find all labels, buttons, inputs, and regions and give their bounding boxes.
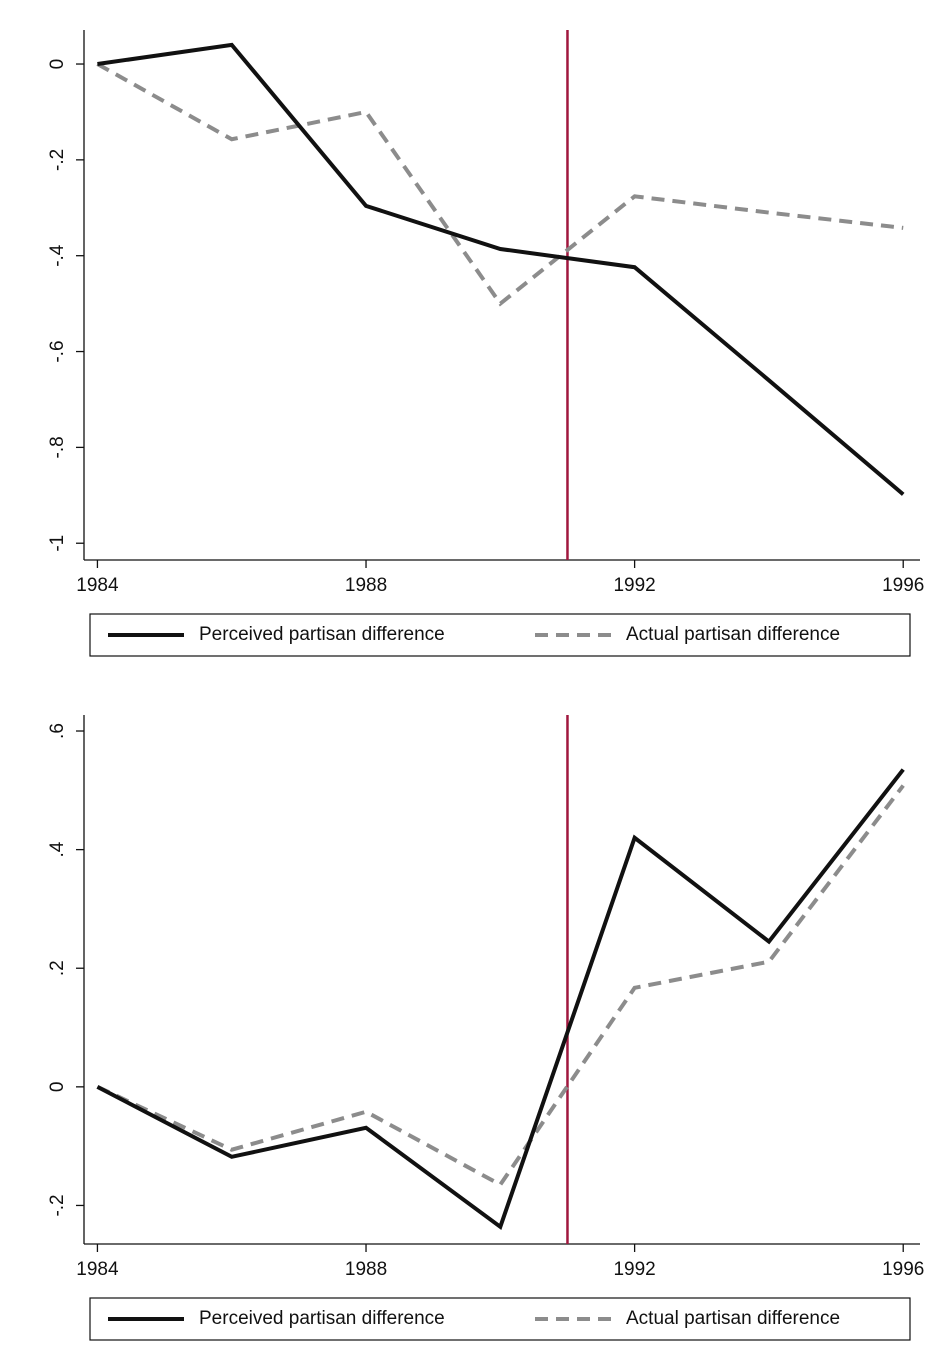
y-tick-label: -.6 bbox=[47, 340, 68, 362]
x-tick-label: 1988 bbox=[345, 575, 387, 596]
x-tick-label: 1992 bbox=[613, 1259, 655, 1280]
y-tick-label: .4 bbox=[47, 841, 68, 857]
y-tick-label: -1 bbox=[47, 535, 68, 552]
legend-label: Perceived partisan difference bbox=[199, 624, 445, 645]
series-line bbox=[96, 62, 904, 307]
x-tick-label: 1996 bbox=[882, 1259, 924, 1280]
series-line bbox=[96, 784, 905, 1188]
x-tick-label: 1996 bbox=[882, 575, 924, 596]
y-tick-label: .6 bbox=[47, 723, 68, 739]
chart-panel: -.2 0 .2 .4 .6 1984 1988 1992 1996 Perceived part… bbox=[47, 715, 924, 1341]
legend-box bbox=[89, 1297, 911, 1341]
legend-box bbox=[89, 613, 911, 657]
y-tick-label: 0 bbox=[47, 59, 68, 70]
x-tick-label: 1984 bbox=[76, 575, 119, 596]
x-tick-label: 1988 bbox=[345, 1259, 387, 1280]
legend-label: Perceived partisan difference bbox=[199, 1308, 445, 1329]
series-line bbox=[96, 768, 905, 1231]
y-tick-label: 0 bbox=[47, 1082, 68, 1093]
x-tick-label: 1984 bbox=[76, 1259, 119, 1280]
y-tick-label: -.4 bbox=[47, 244, 68, 267]
x-tick-label: 1992 bbox=[613, 575, 655, 596]
legend-label: Actual partisan difference bbox=[626, 624, 840, 645]
y-tick-label: -.2 bbox=[47, 149, 68, 171]
y-tick-label: .2 bbox=[47, 960, 68, 976]
legend-label: Actual partisan difference bbox=[626, 1308, 840, 1329]
y-tick-label: -.2 bbox=[47, 1194, 68, 1216]
chart-panel: 0 -.2 -.4 -.6 -.8 -1 1984 1988 1992 1996 Perceived… bbox=[47, 30, 924, 657]
series-line bbox=[97, 42, 905, 496]
y-tick-label: -.8 bbox=[47, 436, 68, 458]
